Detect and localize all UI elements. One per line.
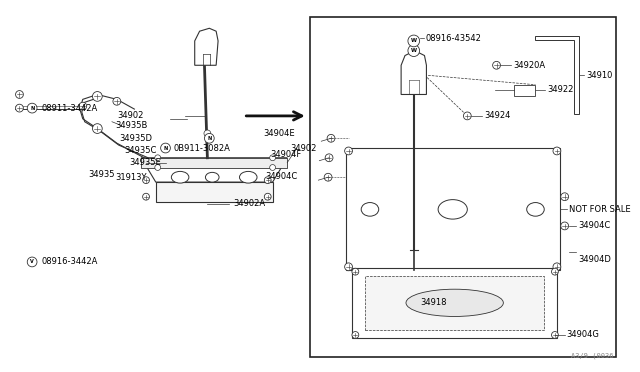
Text: N: N <box>163 145 168 151</box>
Circle shape <box>408 45 420 57</box>
Circle shape <box>463 112 471 120</box>
Text: 34922: 34922 <box>547 85 573 94</box>
Circle shape <box>345 263 353 271</box>
Bar <box>346 148 560 270</box>
Text: 08916-3442A: 08916-3442A <box>42 257 98 266</box>
Text: 34902: 34902 <box>290 144 317 153</box>
Circle shape <box>552 268 558 275</box>
Circle shape <box>553 263 561 271</box>
Circle shape <box>269 164 276 170</box>
Circle shape <box>28 103 37 113</box>
Ellipse shape <box>406 289 503 317</box>
Text: NOT FOR SALE: NOT FOR SALE <box>568 205 630 214</box>
Circle shape <box>143 193 150 200</box>
Polygon shape <box>141 158 287 182</box>
Circle shape <box>93 124 102 134</box>
Circle shape <box>113 97 121 105</box>
Text: 34920A: 34920A <box>513 61 545 70</box>
Text: W: W <box>411 48 417 53</box>
Text: 34910: 34910 <box>586 71 612 80</box>
Circle shape <box>269 155 276 161</box>
Text: 34924: 34924 <box>484 111 510 121</box>
Circle shape <box>264 177 271 183</box>
Bar <box>365 276 544 330</box>
Circle shape <box>325 154 333 162</box>
Text: 0B911-3082A: 0B911-3082A <box>173 144 230 153</box>
Circle shape <box>352 268 359 275</box>
Polygon shape <box>536 36 579 114</box>
Circle shape <box>204 130 211 137</box>
Ellipse shape <box>438 200 467 219</box>
Text: V: V <box>30 259 34 264</box>
Polygon shape <box>141 158 287 167</box>
Circle shape <box>155 164 161 170</box>
Circle shape <box>155 155 161 161</box>
Text: 08916-43542: 08916-43542 <box>426 33 481 42</box>
Text: W: W <box>411 38 417 44</box>
Bar <box>353 268 557 338</box>
Text: 34904D: 34904D <box>579 256 611 264</box>
Text: 34902: 34902 <box>118 111 144 121</box>
Text: 34918: 34918 <box>420 298 447 307</box>
Circle shape <box>143 177 150 183</box>
Text: 34904C: 34904C <box>265 172 297 181</box>
Circle shape <box>93 92 102 101</box>
Text: N: N <box>207 136 211 141</box>
Text: N: N <box>30 106 35 110</box>
Text: 34935: 34935 <box>88 170 115 179</box>
Text: 34935E: 34935E <box>129 158 161 167</box>
Text: 34902A: 34902A <box>234 199 266 208</box>
Circle shape <box>28 257 37 267</box>
Circle shape <box>561 222 568 230</box>
Circle shape <box>327 134 335 142</box>
Text: 34904C: 34904C <box>579 221 611 230</box>
Ellipse shape <box>361 202 379 216</box>
Text: 34935B: 34935B <box>115 121 147 130</box>
Text: A3/9 (0036: A3/9 (0036 <box>571 353 613 359</box>
Polygon shape <box>514 85 536 96</box>
Text: 08911-3442A: 08911-3442A <box>42 104 98 113</box>
Circle shape <box>204 134 214 143</box>
Circle shape <box>15 104 24 112</box>
Ellipse shape <box>205 172 219 182</box>
Text: 34904E: 34904E <box>263 129 294 138</box>
Circle shape <box>561 193 568 201</box>
Text: 34904F: 34904F <box>271 150 302 159</box>
Circle shape <box>161 143 170 153</box>
Polygon shape <box>195 28 218 65</box>
Text: 34904G: 34904G <box>566 330 600 340</box>
Ellipse shape <box>239 171 257 183</box>
Circle shape <box>408 35 420 47</box>
Circle shape <box>352 331 359 339</box>
Circle shape <box>324 173 332 181</box>
Circle shape <box>15 91 24 98</box>
Circle shape <box>264 193 271 200</box>
Circle shape <box>553 147 561 155</box>
Text: 31913Y: 31913Y <box>115 173 147 182</box>
Circle shape <box>493 61 500 69</box>
Polygon shape <box>401 52 426 94</box>
Circle shape <box>79 102 86 110</box>
Circle shape <box>345 147 353 155</box>
Circle shape <box>552 331 558 339</box>
Text: 34935C: 34935C <box>125 147 157 155</box>
Bar <box>310 17 616 357</box>
Text: 34935D: 34935D <box>120 134 153 143</box>
Polygon shape <box>156 182 273 202</box>
Ellipse shape <box>527 202 544 216</box>
Ellipse shape <box>172 171 189 183</box>
